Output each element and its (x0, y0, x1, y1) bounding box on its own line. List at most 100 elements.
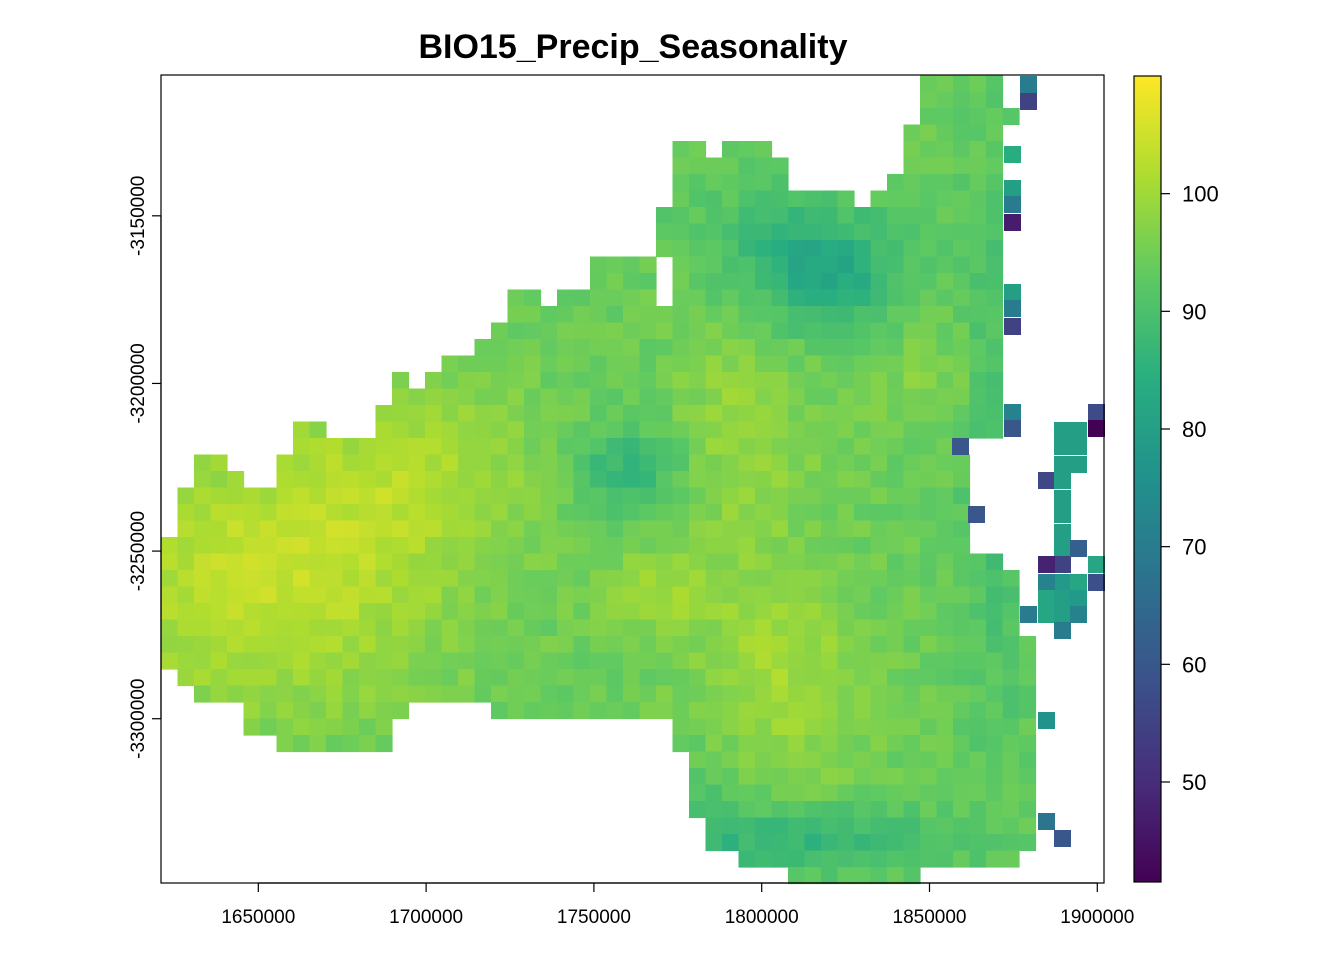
raster-cell (821, 702, 839, 720)
raster-cell (689, 405, 707, 423)
raster-cell (161, 619, 179, 637)
raster-cell (903, 784, 921, 802)
raster-cell (194, 471, 212, 489)
raster-cell (210, 504, 228, 522)
raster-cell (375, 685, 393, 703)
x-tick-label: 1650000 (221, 907, 295, 928)
raster-cell (276, 553, 294, 571)
raster-cell (804, 817, 822, 835)
raster-cell (771, 273, 789, 291)
raster-cell (342, 619, 360, 637)
raster-cell (375, 735, 393, 753)
raster-cell (623, 339, 641, 357)
raster-cell (639, 636, 657, 654)
raster-cell (342, 438, 360, 456)
raster-cell (738, 751, 756, 769)
raster-cell (161, 636, 179, 654)
raster-cell (854, 487, 872, 505)
x-tick-label: 1900000 (1060, 907, 1134, 928)
raster-cell (936, 256, 954, 274)
raster-cell (573, 669, 591, 687)
raster-cell (408, 388, 426, 406)
raster-cell (936, 834, 954, 852)
raster-cell (953, 537, 971, 555)
raster-cell (1002, 784, 1020, 802)
raster-cell (375, 487, 393, 505)
raster-cell (1004, 180, 1021, 197)
raster-cell (689, 372, 707, 390)
raster-cell (557, 405, 575, 423)
raster-cell (986, 850, 1004, 868)
raster-cell (804, 784, 822, 802)
raster-cell (408, 438, 426, 456)
raster-cell (590, 256, 608, 274)
raster-cell (672, 141, 690, 159)
raster-cell (986, 570, 1004, 588)
raster-cell (656, 603, 674, 621)
raster-cell (771, 471, 789, 489)
raster-cell (953, 471, 971, 489)
raster-cell (920, 454, 938, 472)
raster-cell (722, 751, 740, 769)
raster-cell (986, 405, 1004, 423)
raster-cell (458, 619, 476, 637)
raster-cell (309, 553, 327, 571)
raster-cell (986, 685, 1004, 703)
raster-cell (656, 421, 674, 439)
raster-cell (260, 718, 278, 736)
raster-cell (936, 784, 954, 802)
raster-cell (276, 669, 294, 687)
raster-cell (392, 702, 410, 720)
raster-cell (342, 487, 360, 505)
raster-cell (623, 586, 641, 604)
raster-cell (672, 273, 690, 291)
raster-cell (854, 537, 872, 555)
raster-cell (854, 438, 872, 456)
raster-cell (837, 454, 855, 472)
raster-cell (936, 339, 954, 357)
raster-cell (705, 718, 723, 736)
raster-cell (524, 586, 542, 604)
raster-cell (887, 669, 905, 687)
raster-cell (903, 669, 921, 687)
raster-cell (689, 174, 707, 192)
raster-cell (722, 471, 740, 489)
raster-cell (375, 553, 393, 571)
raster-cell (507, 537, 525, 555)
raster-cell (953, 718, 971, 736)
raster-cell (920, 751, 938, 769)
raster-cell (177, 570, 195, 588)
raster-cell (1002, 636, 1020, 654)
raster-cell (771, 405, 789, 423)
raster-cell (986, 190, 1004, 208)
raster-cell (722, 537, 740, 555)
raster-cell (969, 108, 987, 126)
raster-cell (392, 471, 410, 489)
raster-cell (656, 636, 674, 654)
raster-cell (1019, 636, 1037, 654)
raster-cell (474, 586, 492, 604)
raster-cell (887, 207, 905, 225)
raster-cell (920, 487, 938, 505)
raster-cell (837, 702, 855, 720)
raster-cell (689, 421, 707, 439)
raster-cell (722, 520, 740, 538)
raster-cell (524, 702, 542, 720)
raster-cell (755, 190, 773, 208)
raster-cell (705, 586, 723, 604)
raster-cell (854, 207, 872, 225)
raster-cell (590, 306, 608, 324)
raster-cell (557, 586, 575, 604)
raster-cell (1002, 108, 1020, 126)
raster-cell (920, 603, 938, 621)
raster-cell (936, 619, 954, 637)
raster-cell (771, 157, 789, 175)
raster-cell (755, 603, 773, 621)
raster-cell (573, 537, 591, 555)
raster-cell (804, 652, 822, 670)
raster-cell (986, 768, 1004, 786)
raster-cell (969, 339, 987, 357)
raster-cell (689, 735, 707, 753)
raster-cell (953, 108, 971, 126)
raster-cell (342, 685, 360, 703)
